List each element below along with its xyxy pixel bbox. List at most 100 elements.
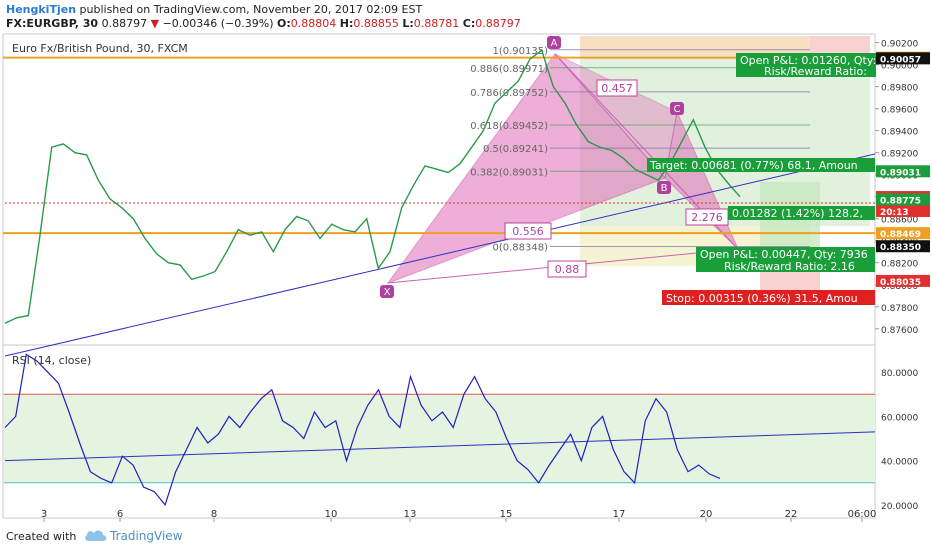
ratio-ac: 0.457 xyxy=(596,79,638,97)
price-tick-label: 0.90200 xyxy=(881,40,918,50)
x-tick-label: 8 xyxy=(211,509,217,520)
down-arrow-icon: ▼ xyxy=(150,17,160,30)
price-badge: 0.88035 xyxy=(876,274,930,288)
price-badge: 0.89031 xyxy=(876,165,930,178)
trend-line-main[interactable] xyxy=(4,153,876,357)
point-x[interactable]: X xyxy=(380,285,394,298)
price-badge-bg xyxy=(876,274,930,287)
point-a[interactable]: A xyxy=(547,36,561,49)
long-mid-label: 0.01282 (1.42%) 128.2, xyxy=(728,206,875,220)
svg-text:Risk/Reward Ratio: 2.16: Risk/Reward Ratio: 2.16 xyxy=(724,260,855,273)
price-badge-text: 0.88775 xyxy=(880,196,921,206)
created-with-label: Created with xyxy=(6,530,77,543)
price-tick-label: 0.87600 xyxy=(881,326,918,336)
ratio-xb: 0.556 xyxy=(504,222,552,240)
svg-text:A: A xyxy=(551,38,558,49)
price-badge-text: 20:13 xyxy=(880,208,909,218)
high-label: H: xyxy=(339,17,354,30)
price-tick-label: 0.89600 xyxy=(881,106,918,116)
rsi-title: RSI (14, close) xyxy=(12,354,91,367)
x-tick-label: 10 xyxy=(325,509,338,520)
x-tick-label: 13 xyxy=(404,509,417,520)
svg-text:B: B xyxy=(661,183,668,194)
svg-text:Risk/Reward Ratio:: Risk/Reward Ratio: xyxy=(764,65,867,78)
price-badge-text: 0.88350 xyxy=(880,243,921,253)
fib-level-label: 0.618(0.89452) xyxy=(470,121,548,132)
price-badge-text: 0.89031 xyxy=(880,168,921,178)
price-badge-bg xyxy=(876,205,930,218)
svg-text:0.556: 0.556 xyxy=(512,225,544,238)
price-badge-bg xyxy=(876,193,930,206)
low-label: L: xyxy=(402,17,414,30)
price-badge-bg xyxy=(876,240,930,253)
price-badge-bg xyxy=(876,52,930,65)
svg-text:0.01282 (1.42%) 128.2,: 0.01282 (1.42%) 128.2, xyxy=(732,207,863,220)
chart-canvas[interactable]: 1(0.90135)0.886(0.89971)0.786(0.89752)0.… xyxy=(0,32,932,524)
svg-text:0.88: 0.88 xyxy=(555,263,580,276)
x-tick-label: 20 xyxy=(700,509,713,520)
open-label: O: xyxy=(277,17,291,30)
tradingview-brand-link[interactable]: TradingView xyxy=(110,529,183,543)
price-tick-label: 0.89200 xyxy=(881,150,918,160)
svg-text:0.457: 0.457 xyxy=(601,82,633,95)
price-badge-text: 0.88035 xyxy=(880,278,921,288)
long-target-label: Target: 0.00681 (0.77%) 68.1, Amoun xyxy=(647,158,875,172)
fib-level-label: 0.786(0.89752) xyxy=(470,88,548,99)
rsi-tick-label: 80.0000 xyxy=(881,369,918,379)
fib-level-label: 1(0.90135) xyxy=(492,46,548,57)
svg-text:Open P&L: 0.01260, Qty:: Open P&L: 0.01260, Qty: xyxy=(740,54,876,67)
point-b[interactable]: B xyxy=(657,181,671,194)
price-badge: 20:13 xyxy=(876,205,930,218)
price-tick-label: 0.90000 xyxy=(881,62,918,72)
ratio-xd: 0.88 xyxy=(547,260,587,278)
price-tick-label: 0.89800 xyxy=(881,84,918,94)
axes: 0.90200 0.90000 0.89800 0.89600 0.89400 0.892… xyxy=(41,40,930,522)
price-badge-text: 0.88469 xyxy=(880,230,921,240)
svg-text:2.276: 2.276 xyxy=(691,211,723,224)
header: HengkiTjen published on TradingView.com,… xyxy=(0,0,932,32)
x-tick-label: 6 xyxy=(117,509,123,520)
fib-level-label: 0.382(0.89031) xyxy=(470,167,548,178)
symbol-label: FX:EURGBP, 30 xyxy=(6,17,99,30)
svg-text:C: C xyxy=(674,104,681,115)
high-value: 0.88855 xyxy=(353,17,399,30)
x-tick-label: 22 xyxy=(785,509,798,520)
rsi-band-fill xyxy=(4,394,875,483)
author-link[interactable]: HengkiTjen xyxy=(6,3,77,16)
x-tick-label: 15 xyxy=(500,509,513,520)
close-label: C: xyxy=(462,17,476,30)
chart-title: Euro Fx/British Pound, 30, FXCM xyxy=(12,42,188,55)
price-badge: 0.90057 xyxy=(876,52,930,65)
rsi-line xyxy=(4,353,721,507)
price-badge: 0.88469 xyxy=(876,227,930,240)
price-change: −0.00346 (−0.39%) xyxy=(162,17,274,30)
long-open-pl-label: Open P&L: 0.01260, Qty: Risk/Reward Rati… xyxy=(736,53,876,78)
svg-text:Open P&L: 0.00447, Qty: 7936: Open P&L: 0.00447, Qty: 7936 xyxy=(700,248,868,261)
svg-text:X: X xyxy=(384,287,391,298)
long-loss-zone-top xyxy=(580,36,810,56)
fib-level-label: 0.886(0.89971) xyxy=(470,64,548,75)
rsi-tick-label: 20.0000 xyxy=(881,502,918,512)
fib-level-label: 0(0.88348) xyxy=(492,242,548,253)
footer: Created with TradingView xyxy=(0,524,932,550)
x-tick-label: 06:00 xyxy=(848,509,877,520)
price-badge: 0.88350 xyxy=(876,240,930,253)
ohlc-line: FX:EURGBP, 30 0.88797 ▼ −0.00346 (−0.39%… xyxy=(6,17,521,30)
price-badge: 0.88775 xyxy=(876,193,930,206)
fib-level-label: 0.5(0.89241) xyxy=(483,144,548,155)
price-tick-label: 0.88600 xyxy=(881,216,918,226)
rsi-tick-label: 40.0000 xyxy=(881,458,918,468)
x-tick-label: 17 xyxy=(613,509,626,520)
price-tick-label: 0.88200 xyxy=(881,260,918,270)
last-price: 0.88797 xyxy=(101,17,148,30)
rsi-tick-label: 60.0000 xyxy=(881,413,918,423)
point-c[interactable]: C xyxy=(670,102,684,115)
short-stop-label: Stop: 0.00315 (0.36%) 31.5, Amou xyxy=(662,290,875,305)
price-badge-bg xyxy=(876,165,930,178)
rsi-trend-line[interactable] xyxy=(4,431,876,462)
price-tick-label: 0.89400 xyxy=(881,128,918,138)
low-value: 0.88781 xyxy=(413,17,460,30)
rsi-pane xyxy=(4,353,876,507)
price-badge-text: 0.90057 xyxy=(880,55,921,65)
ratio-bd: 2.276 xyxy=(685,208,729,226)
